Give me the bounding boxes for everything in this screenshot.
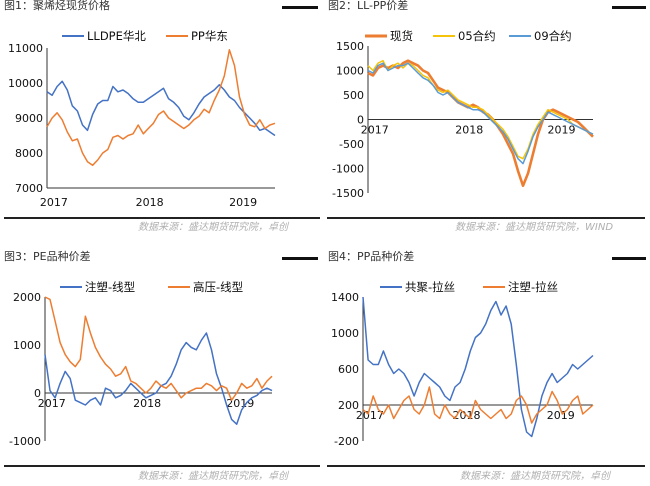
y-tick-label: -200 [334,435,359,448]
panel-1: 图1：聚烯烃现货价格 7000 8000 9000 10000 11000 2017 201… [0,0,325,240]
data-source-note: 数据来源：盛达期货研究院，卓创 [138,222,288,233]
y-tick-label: 2000 [13,291,41,304]
title-rule [282,257,318,260]
legend-label: 共聚-拉丝 [405,280,455,294]
title-rule [282,6,318,9]
series-line [367,59,594,187]
section-divider [4,217,320,219]
panel-2: 图2：LL-PP价差 -1500 -1000 -500 0 500 1000 1500 201… [325,0,650,240]
panel-3: 图3：PE品种价差 -1000 0 1000 2000 2017 2018 2019 注塑-线… [0,246,325,486]
panel-4: 图4：PP品种价差 -200 200 600 1000 1400 2017 2018 2019… [325,246,650,486]
y-tick-label: 1400 [331,291,359,304]
y-tick-label: 11000 [8,42,43,55]
section-divider [327,217,645,219]
y-tick-label: 1000 [13,339,41,352]
y-tick-label: 0 [34,387,41,400]
y-tick-label: 9000 [15,112,43,125]
y-tick-label: 7000 [15,182,43,195]
series-line [367,59,594,160]
series-line [44,296,273,401]
y-tick-label: 0 [357,114,364,127]
series-line [362,296,594,438]
x-tick-label: 2019 [548,124,576,137]
y-tick-label: 10000 [8,77,43,90]
chart-title: 图3：PE品种价差 [4,250,91,263]
x-tick-label: 2019 [229,196,257,209]
y-tick-label: 500 [343,89,364,102]
legend-label: 高压-线型 [193,280,243,294]
x-tick-label: 2017 [361,124,389,137]
y-tick-label: 8000 [15,147,43,160]
title-rule [612,257,646,260]
y-tick-label: 200 [338,399,359,412]
data-source-note: 数据来源：盛达期货研究院，WIND [455,222,614,233]
series-line [46,80,276,137]
y-tick-label: 1000 [336,65,364,78]
x-tick-label: 2019 [226,397,254,410]
pe-variety-spread-chart: -1000 0 1000 2000 2017 2018 2019 注塑-线型 高压-线型 [9,280,273,448]
series-line [367,62,594,165]
polyolefin-spot-price-chart: 7000 8000 9000 10000 11000 2017 2018 2019 LLDPE华… [8,29,276,209]
legend-label: PP华东 [191,29,228,43]
legend-label: 05合约 [458,29,496,43]
legend-label: 注塑-拉丝 [508,280,558,294]
y-tick-label: 1500 [336,40,364,53]
y-tick-label: 1000 [331,327,359,340]
x-tick-label: 2017 [356,409,384,422]
series-line [44,332,273,425]
chart-title: 图1：聚烯烃现货价格 [4,0,110,12]
x-tick-label: 2017 [38,397,66,410]
y-tick-label: -1000 [9,435,41,448]
series-line [46,49,276,167]
x-tick-label: 2017 [40,196,68,209]
x-tick-label: 2018 [455,124,483,137]
legend-label: 现货 [390,29,413,43]
y-tick-label: -1000 [332,163,364,176]
data-source-note: 数据来源：盛达期货研究院，卓创 [460,471,610,482]
legend-label: 09合约 [534,29,572,43]
section-divider [327,465,645,467]
series-line [362,386,594,424]
x-tick-label: 2019 [547,409,575,422]
y-tick-label: -500 [339,138,364,151]
y-tick-label: -1500 [332,187,364,200]
data-source-note: 数据来源：盛达期货研究院，卓创 [138,471,288,482]
section-divider [4,465,320,467]
legend-label: LLDPE华北 [87,29,146,43]
chart-title: 图4：PP品种价差 [328,250,415,263]
chart-title: 图2：LL-PP价差 [328,0,409,12]
ll-pp-spread-chart: -1500 -1000 -500 0 500 1000 1500 2017 2018 2019 现货… [332,29,594,200]
x-tick-label: 2018 [136,196,164,209]
y-tick-label: 600 [338,363,359,376]
legend-label: 注塑-线型 [85,280,135,294]
title-rule [612,6,646,9]
x-tick-label: 2018 [133,397,161,410]
